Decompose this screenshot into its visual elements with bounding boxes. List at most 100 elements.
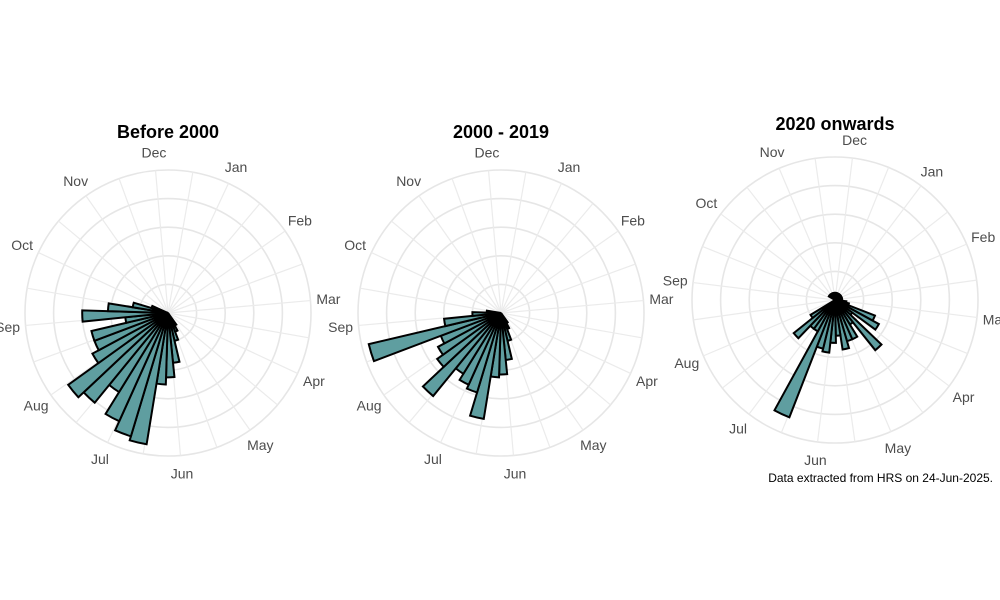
grid-ring — [748, 213, 922, 387]
grid-spoke — [834, 211, 949, 301]
grid-spoke — [85, 195, 169, 314]
data-source-caption: Data extracted from HRS on 24-Jun-2025. — [768, 471, 993, 485]
grid-spoke — [702, 245, 836, 301]
month-label-may: May — [247, 437, 273, 453]
grid-ring — [719, 184, 951, 416]
month-label-aug: Aug — [674, 355, 699, 371]
month-label-may: May — [885, 440, 911, 456]
grid-spoke — [834, 243, 967, 301]
grid-spoke — [500, 183, 562, 314]
grid-spoke — [371, 252, 502, 314]
month-label-mar: Mar — [316, 291, 340, 307]
grid-spoke — [118, 178, 169, 314]
panel-title-before-2000: Before 2000 — [117, 122, 219, 142]
grid-spoke — [167, 312, 278, 406]
month-label-oct: Oct — [696, 195, 718, 211]
month-label-jul: Jul — [729, 421, 747, 437]
grid-spoke — [167, 299, 311, 314]
month-label-feb: Feb — [288, 213, 312, 229]
grid-ring — [691, 156, 979, 444]
grid-spoke — [720, 213, 836, 301]
month-label-jan: Jan — [921, 163, 944, 179]
polar-bar — [435, 312, 502, 369]
month-label-aug: Aug — [24, 397, 49, 413]
grid-ring — [357, 169, 645, 457]
grid-spoke — [834, 167, 890, 301]
month-label-jun: Jun — [804, 452, 827, 468]
polar-chart-2020-onwards: Jan Feb Mar Apr May Jun Jul Aug Sep Oct Nov Dec — [663, 132, 1000, 468]
grid-spoke — [391, 220, 502, 314]
grid-ring — [24, 169, 312, 457]
month-label-jul: Jul — [91, 451, 109, 467]
polar-chart-2000-2019: Jan Feb Mar Apr May Jun Jul Aug Sep Oct Nov Dec — [328, 145, 674, 482]
polar-bar — [442, 312, 502, 328]
grid-spoke — [38, 252, 169, 314]
grid-spoke — [834, 157, 854, 301]
month-label-may: May — [580, 437, 606, 453]
grid-spoke — [834, 279, 977, 301]
month-label-apr: Apr — [303, 373, 325, 389]
grid-spoke — [500, 312, 584, 431]
grid-spoke — [834, 185, 922, 301]
grid-spoke — [167, 230, 286, 314]
polar-bar — [66, 312, 169, 399]
month-label-jan: Jan — [558, 159, 581, 175]
polar-chart-before-2000: Jan Feb Mar Apr May Jun Jul Aug Sep Oct Nov Dec — [0, 145, 341, 482]
grid-ring — [414, 226, 588, 400]
month-label-nov: Nov — [760, 144, 785, 160]
month-label-oct: Oct — [344, 237, 366, 253]
grid-spoke — [167, 172, 194, 314]
grid-spoke — [487, 170, 502, 314]
month-label-aug: Aug — [357, 397, 382, 413]
grid-spoke — [167, 203, 261, 314]
month-label-sep: Sep — [663, 272, 688, 288]
polar-bar — [485, 309, 502, 314]
grid-ring — [385, 197, 617, 429]
month-label-dec: Dec — [842, 132, 867, 148]
panel-title-2000-2019: 2000 - 2019 — [453, 122, 549, 142]
grid-ring — [776, 242, 893, 359]
month-label-nov: Nov — [396, 173, 421, 189]
month-label-mar: Mar — [649, 291, 673, 307]
month-label-feb: Feb — [621, 213, 645, 229]
grid-spoke — [692, 281, 836, 301]
grid-spoke — [451, 178, 502, 314]
month-label-jul: Jul — [424, 451, 442, 467]
grid-spoke — [167, 263, 303, 314]
grid-spoke — [500, 312, 631, 374]
month-label-mar: Mar — [983, 312, 1000, 328]
grid-spoke — [814, 158, 836, 301]
grid-spoke — [167, 312, 298, 374]
month-label-jun: Jun — [171, 465, 194, 481]
grid-spoke — [500, 312, 611, 406]
panel-2000-2019: 2000 - 2019 Jan Feb Mar Apr May Jun Jul Aug Sep O… — [328, 122, 674, 481]
month-label-sep: Sep — [328, 319, 353, 335]
grid-spoke — [500, 172, 527, 314]
grid-spoke — [167, 312, 309, 339]
grid-spoke — [703, 299, 836, 357]
grid-spoke — [778, 168, 836, 301]
panel-2020-onwards: 2020 onwards Jan Feb Mar Apr May Jun Jul Aug Sep… — [663, 114, 1000, 468]
grid-spoke — [693, 299, 836, 321]
grid-spoke — [500, 299, 644, 314]
grid-spoke — [167, 183, 229, 314]
polar-bar — [834, 299, 851, 351]
grid-spoke — [500, 263, 636, 314]
month-label-apr: Apr — [953, 389, 975, 405]
polar-bar — [809, 299, 836, 320]
grid-spoke — [360, 287, 502, 314]
grid-spoke — [746, 186, 836, 301]
month-label-jan: Jan — [225, 159, 248, 175]
grid-spoke — [418, 195, 502, 314]
panel-before-2000: Before 2000 Jan Feb Mar Apr May Jun Jul Aug Sep O… — [0, 122, 341, 481]
polar-bar — [421, 312, 502, 398]
grid-spoke — [834, 299, 978, 319]
polar-bar — [436, 312, 502, 357]
polar-bar — [91, 312, 169, 365]
grid-ring — [52, 197, 284, 429]
month-label-jun: Jun — [504, 465, 527, 481]
month-label-dec: Dec — [475, 145, 500, 161]
polar-bar — [367, 312, 502, 363]
month-label-apr: Apr — [636, 373, 658, 389]
